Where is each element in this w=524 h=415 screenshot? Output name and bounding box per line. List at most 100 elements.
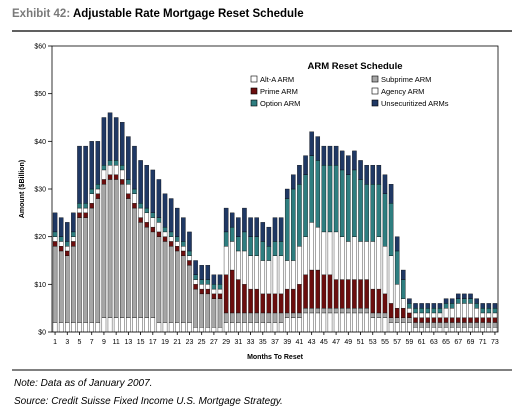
bar-segment [413,322,418,328]
bar-segment [456,298,461,304]
x-tick-label: 9 [102,339,106,346]
bar-segment [223,322,229,333]
bar-segment [401,317,406,323]
bar-segment [144,222,149,228]
bar-segment [468,303,473,318]
bar-segment [77,212,82,218]
bar-segment [211,293,217,299]
bar-segment [291,260,296,290]
bar-segment [168,198,174,233]
bar-segment [419,312,424,318]
bar-segment [181,241,186,247]
bar-segment [321,145,327,166]
bar-segment [211,327,217,333]
bar-segment [229,226,235,242]
bar-segment [174,207,180,237]
x-tick-label: 25 [198,339,206,346]
bar-segment [327,145,333,166]
bar-segment [101,117,107,166]
bar-segment [236,236,241,252]
x-axis-title: Months To Reset [247,354,304,361]
x-tick-label: 53 [369,339,377,346]
bar-segment [315,307,321,314]
bar-segment [89,322,94,333]
bar-segment [443,307,449,318]
bar-segment [260,312,266,323]
bar-segment [333,279,339,309]
bar-segment [486,327,492,333]
bar-segment [370,288,376,314]
bar-segment [284,260,290,290]
note-text: Note: Data as of January 2007. [14,378,153,389]
bar-segment [101,164,107,171]
bar-segment [346,174,351,242]
bar-segment [181,322,186,333]
bar-segment [58,236,64,242]
x-tick-label: 1 [53,339,57,346]
bar-segment [291,312,296,318]
bar-segment [248,255,253,290]
bar-segment [456,327,461,333]
bar-segment [431,327,437,333]
bar-segment [419,327,424,333]
bar-segment [339,169,345,237]
bar-segment [468,298,473,304]
bar-segment [278,241,284,256]
bar-segment [486,303,492,309]
bar-segment [309,269,314,309]
legend-swatch [371,87,379,95]
bar-segment [120,184,125,318]
bar-segment [431,303,437,309]
bar-segment [278,255,284,295]
bar-segment [260,241,266,261]
bar-segment [449,322,455,328]
x-tick-label: 37 [271,339,279,346]
bar-segment [303,155,308,175]
x-tick-label: 73 [491,339,499,346]
bar-segment [382,312,388,318]
bar-segment [382,174,388,194]
bar-segment [419,307,424,314]
bar-segment [474,307,479,318]
bar-segment [181,217,186,242]
x-tick-label: 61 [418,339,426,346]
bar-segment [242,284,247,314]
bar-segment [101,169,107,180]
bar-segment [327,274,333,309]
legend-label: Subprime ARM [381,75,431,84]
bar-segment [315,160,321,228]
bar-segment [382,317,388,333]
bar-segment [156,322,162,333]
x-axis: 1 3 5 7 9 11 13 15 17 19 21 23 25 27 29 31 33 35 37 39 41 43 4… [53,332,499,346]
bars-layer [52,112,498,333]
bar-segment [156,217,162,223]
bar-segment [132,207,137,318]
y-tick-label: $0 [38,330,46,337]
bar-segment [388,184,394,204]
bar-segment [211,288,217,295]
bar-segment [474,303,479,309]
bar-segment [449,307,455,318]
x-tick-label: 35 [259,339,267,346]
bar-segment [339,150,345,171]
bar-segment [107,164,113,175]
bar-segment [181,255,186,323]
bar-segment [174,236,180,242]
bar-segment [120,169,125,180]
bar-segment [284,312,290,318]
bar-segment [132,145,137,190]
x-tick-label: 71 [479,339,487,346]
bar-segment [187,322,192,333]
bar-segment [254,312,259,323]
bar-segment [162,231,168,237]
bar-segment [187,260,192,266]
bar-segment [407,317,412,323]
bar-segment [260,293,266,314]
bar-segment [248,217,253,237]
bar-segment [71,236,76,242]
exhibit-label: Exhibit 42: [12,8,71,20]
bar-segment [284,288,290,314]
bar-segment [388,322,394,333]
bar-segment [71,231,76,237]
bar-segment [272,255,278,295]
